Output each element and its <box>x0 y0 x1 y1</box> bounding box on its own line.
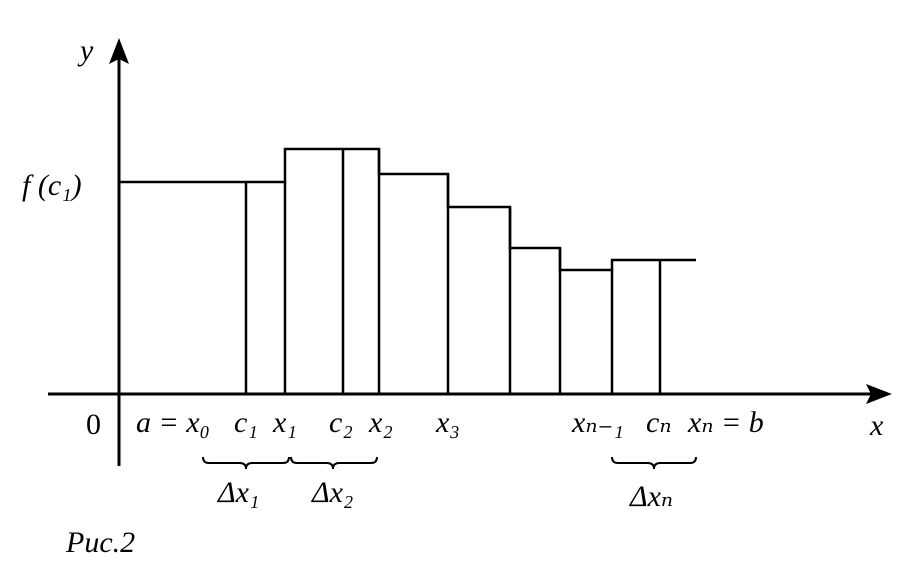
interval-label-dx1: Δx₁ <box>217 476 259 509</box>
interval-label-dx2: Δx₂ <box>311 476 353 509</box>
step-top-outline <box>119 147 696 272</box>
x-point-label-c1: c₁ <box>234 406 258 439</box>
x-point-label-xn-b: xₙ = b <box>687 406 764 439</box>
x-point-label-c2: c₂ <box>329 406 353 439</box>
brace-dx1 <box>202 456 290 470</box>
figure-caption: Рис.2 <box>65 526 135 559</box>
x-point-label-x2: x₂ <box>368 406 393 439</box>
x-point-label-cn: cₙ <box>646 406 671 439</box>
x-axis-arrowhead <box>866 384 892 404</box>
x-point-label-x1: x₁ <box>272 406 297 439</box>
y-axis-label: y <box>77 34 94 67</box>
x-point-label-a-x0: a = x₀ <box>136 406 210 439</box>
x-point-label-xn-1: xₙ₋₁ <box>571 406 624 439</box>
origin-label: 0 <box>86 408 101 441</box>
step-rectangles <box>119 147 696 394</box>
y-tick-label: f (c₁) <box>22 169 82 202</box>
brace-dx2 <box>290 456 378 470</box>
interval-braces <box>202 456 697 470</box>
brace-dxn <box>611 456 697 470</box>
interval-label-dxn: Δxₙ <box>629 480 673 513</box>
x-point-label-x3: x₃ <box>435 406 460 439</box>
axes <box>48 52 878 466</box>
x-axis-label: x <box>869 409 884 442</box>
y-axis-arrowhead <box>109 38 129 64</box>
